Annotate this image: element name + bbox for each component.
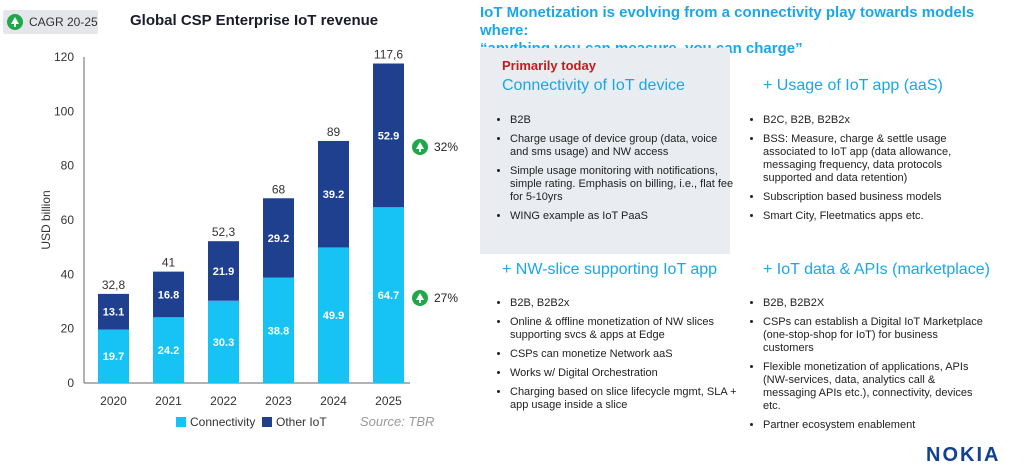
bar-value-label: 52.9 xyxy=(378,130,399,142)
bar-value-label: 24.2 xyxy=(158,345,179,357)
x-tick-label: 2020 xyxy=(100,394,127,408)
list-item: B2B, B2B2x xyxy=(510,297,738,310)
legend-label-other-iot: Other IoT xyxy=(276,415,327,429)
primarily-today-panel xyxy=(480,48,730,254)
growth-connectivity: 27% xyxy=(412,290,458,306)
headline-line-1: IoT Monetization is evolving from a conn… xyxy=(480,4,975,39)
y-tick-label: 40 xyxy=(61,267,75,281)
legend-swatch-other-iot xyxy=(262,417,272,427)
y-tick-label: 100 xyxy=(54,104,74,118)
source-note: Source: TBR xyxy=(360,414,435,429)
y-tick-label: 20 xyxy=(61,322,75,336)
bar-other-iot xyxy=(373,63,404,208)
list-item: Flexible monetization of applications, A… xyxy=(763,361,991,413)
bar-value-label: 30.3 xyxy=(213,337,234,349)
y-tick-label: 80 xyxy=(61,159,75,173)
list-item: Online & offline monetization of NW slic… xyxy=(510,316,738,342)
legend-swatch-connectivity xyxy=(176,417,186,427)
bar-chart: 0 20 40 60 80 100 120 USD billion 19.7 13.1 32,8 20… xyxy=(39,48,410,408)
chart-title: Global CSP Enterprise IoT revenue xyxy=(130,12,379,29)
x-tick-label: 2022 xyxy=(210,394,237,408)
growth-other-iot-label: 32% xyxy=(434,140,459,154)
x-tick-label: 2024 xyxy=(320,394,347,408)
list-item: Simple usage monitoring with notificatio… xyxy=(510,165,738,204)
y-tick-label: 0 xyxy=(67,376,74,390)
list-item: B2B, B2B2X xyxy=(763,297,991,310)
bar-other-iot xyxy=(98,293,129,330)
up-arrow-icon xyxy=(412,139,428,155)
bar-value-label: 38.8 xyxy=(268,325,289,337)
list-item: CSPs can establish a Digital IoT Marketp… xyxy=(763,316,991,355)
bar-total-label: 89 xyxy=(327,125,341,139)
list-item: CSPs can monetize Network aaS xyxy=(510,348,738,361)
bar-total-label: 117,6 xyxy=(374,48,403,62)
bar-value-label: 39.2 xyxy=(323,189,344,201)
y-tick-label: 60 xyxy=(61,213,75,227)
bar-other-iot xyxy=(263,198,294,278)
legend-label-connectivity: Connectivity xyxy=(190,415,256,429)
list-item: Works w/ Digital Orchestration xyxy=(510,367,738,380)
list-item: WING example as IoT PaaS xyxy=(510,210,738,223)
up-arrow-icon xyxy=(412,290,428,306)
quadrant-list-usage: B2C, B2B, B2B2x BSS: Measure, charge & s… xyxy=(745,114,991,229)
nokia-logo: NOKIA xyxy=(926,444,1001,466)
x-tick-label: 2021 xyxy=(155,394,182,408)
legend-other-iot: Other IoT xyxy=(262,415,327,429)
list-item: B2B xyxy=(510,114,738,127)
quadrant-list-nw-slice: B2B, B2B2x Online & offline monetization… xyxy=(492,297,738,418)
bar-total-label: 68 xyxy=(272,182,286,196)
cagr-badge: CAGR 20-25 xyxy=(3,10,98,34)
bar-connectivity xyxy=(208,300,239,383)
bar-value-label: 49.9 xyxy=(323,310,344,322)
legend-connectivity: Connectivity xyxy=(176,415,255,429)
list-item: Smart City, Fleetmatics apps etc. xyxy=(763,210,991,223)
quadrant-title-connectivity: Connectivity of IoT device xyxy=(502,77,685,94)
bar-other-iot xyxy=(208,241,239,301)
bar-value-label: 21.9 xyxy=(213,266,234,278)
bar-other-iot xyxy=(153,271,184,318)
bar-value-label: 64.7 xyxy=(378,290,399,302)
quadrant-title-iot-data: + IoT data & APIs (marketplace) xyxy=(763,261,990,278)
list-item: BSS: Measure, charge & settle usage asso… xyxy=(763,133,991,185)
up-arrow-icon xyxy=(7,14,23,30)
bar-connectivity xyxy=(373,207,404,383)
x-tick-label: 2023 xyxy=(265,394,292,408)
quadrant-title-usage: + Usage of IoT app (aaS) xyxy=(763,77,943,94)
bar-connectivity xyxy=(98,329,129,383)
list-item: Charge usage of device group (data, voic… xyxy=(510,133,738,159)
cagr-label: CAGR 20-25 xyxy=(29,15,98,29)
bar-value-label: 29.2 xyxy=(268,233,289,245)
y-axis-label: USD billion xyxy=(39,190,53,249)
bar-connectivity xyxy=(263,277,294,383)
bar-value-label: 19.7 xyxy=(103,351,124,363)
quadrant-title-nw-slice: + NW-slice supporting IoT app xyxy=(502,261,718,278)
list-item: Charging based on slice lifecycle mgmt, … xyxy=(510,386,738,412)
list-item: Partner ecosystem enablement xyxy=(763,419,991,432)
primarily-today-label: Primarily today xyxy=(502,58,596,73)
growth-other-iot: 32% xyxy=(412,139,458,155)
list-item: Subscription based business models xyxy=(763,191,991,204)
list-item: B2C, B2B, B2B2x xyxy=(763,114,991,127)
bar-total-label: 32,8 xyxy=(102,278,126,292)
growth-connectivity-label: 27% xyxy=(434,291,459,305)
quadrant-list-connectivity: B2B Charge usage of device group (data, … xyxy=(492,114,738,229)
bar-total-label: 52,3 xyxy=(212,225,236,239)
bar-value-label: 16.8 xyxy=(158,289,179,301)
quadrant-list-iot-data: B2B, B2B2X CSPs can establish a Digital … xyxy=(745,297,991,438)
bar-connectivity xyxy=(153,317,184,383)
y-tick-label: 120 xyxy=(54,50,74,64)
x-tick-label: 2025 xyxy=(375,394,402,408)
bar-value-label: 13.1 xyxy=(103,307,124,319)
bar-total-label: 41 xyxy=(162,256,176,270)
bar-other-iot xyxy=(318,140,349,248)
bar-connectivity xyxy=(318,247,349,383)
